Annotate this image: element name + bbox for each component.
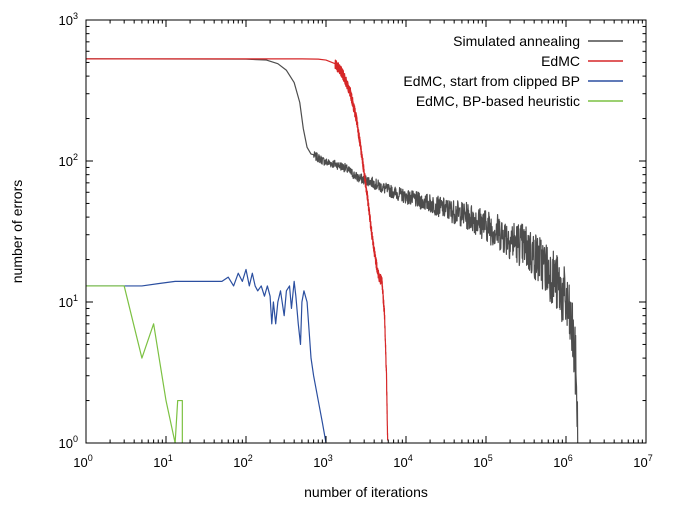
series-line-3 [86, 268, 327, 443]
y-tick-label: 101 [59, 293, 78, 310]
plot-frame [85, 19, 647, 444]
series-line-4 [86, 285, 183, 443]
legend-label: Simulated annealing [453, 33, 580, 49]
y-tick-label: 100 [59, 434, 78, 451]
y-tick-label: 103 [59, 11, 78, 28]
x-tick-label: 100 [73, 453, 92, 470]
ticks-layer: 100 101 102 103 104 105 106 107 100 101 102 103 [59, 11, 653, 470]
x-tick-label: 101 [153, 453, 172, 470]
x-tick-label: 106 [553, 453, 572, 470]
legend-label: EdMC, start from clipped BP [403, 73, 580, 89]
x-tick-label: 105 [473, 453, 492, 470]
series-layer [86, 58, 579, 443]
x-axis-label: number of iterations [304, 484, 428, 500]
legend-label: EdMC [541, 53, 580, 69]
legend-label: EdMC, BP-based heuristic [416, 93, 580, 109]
x-tick-label: 102 [233, 453, 252, 470]
series-line-2 [86, 58, 389, 441]
y-axis-label: number of errors [9, 180, 25, 283]
x-tick-label: 103 [313, 453, 332, 470]
series-line-1 [86, 58, 579, 443]
x-tick-label: 104 [393, 453, 412, 470]
legend: Simulated annealing EdMC EdMC, start from … [403, 33, 623, 109]
x-tick-label: 107 [633, 453, 652, 470]
y-tick-label: 102 [59, 152, 78, 169]
